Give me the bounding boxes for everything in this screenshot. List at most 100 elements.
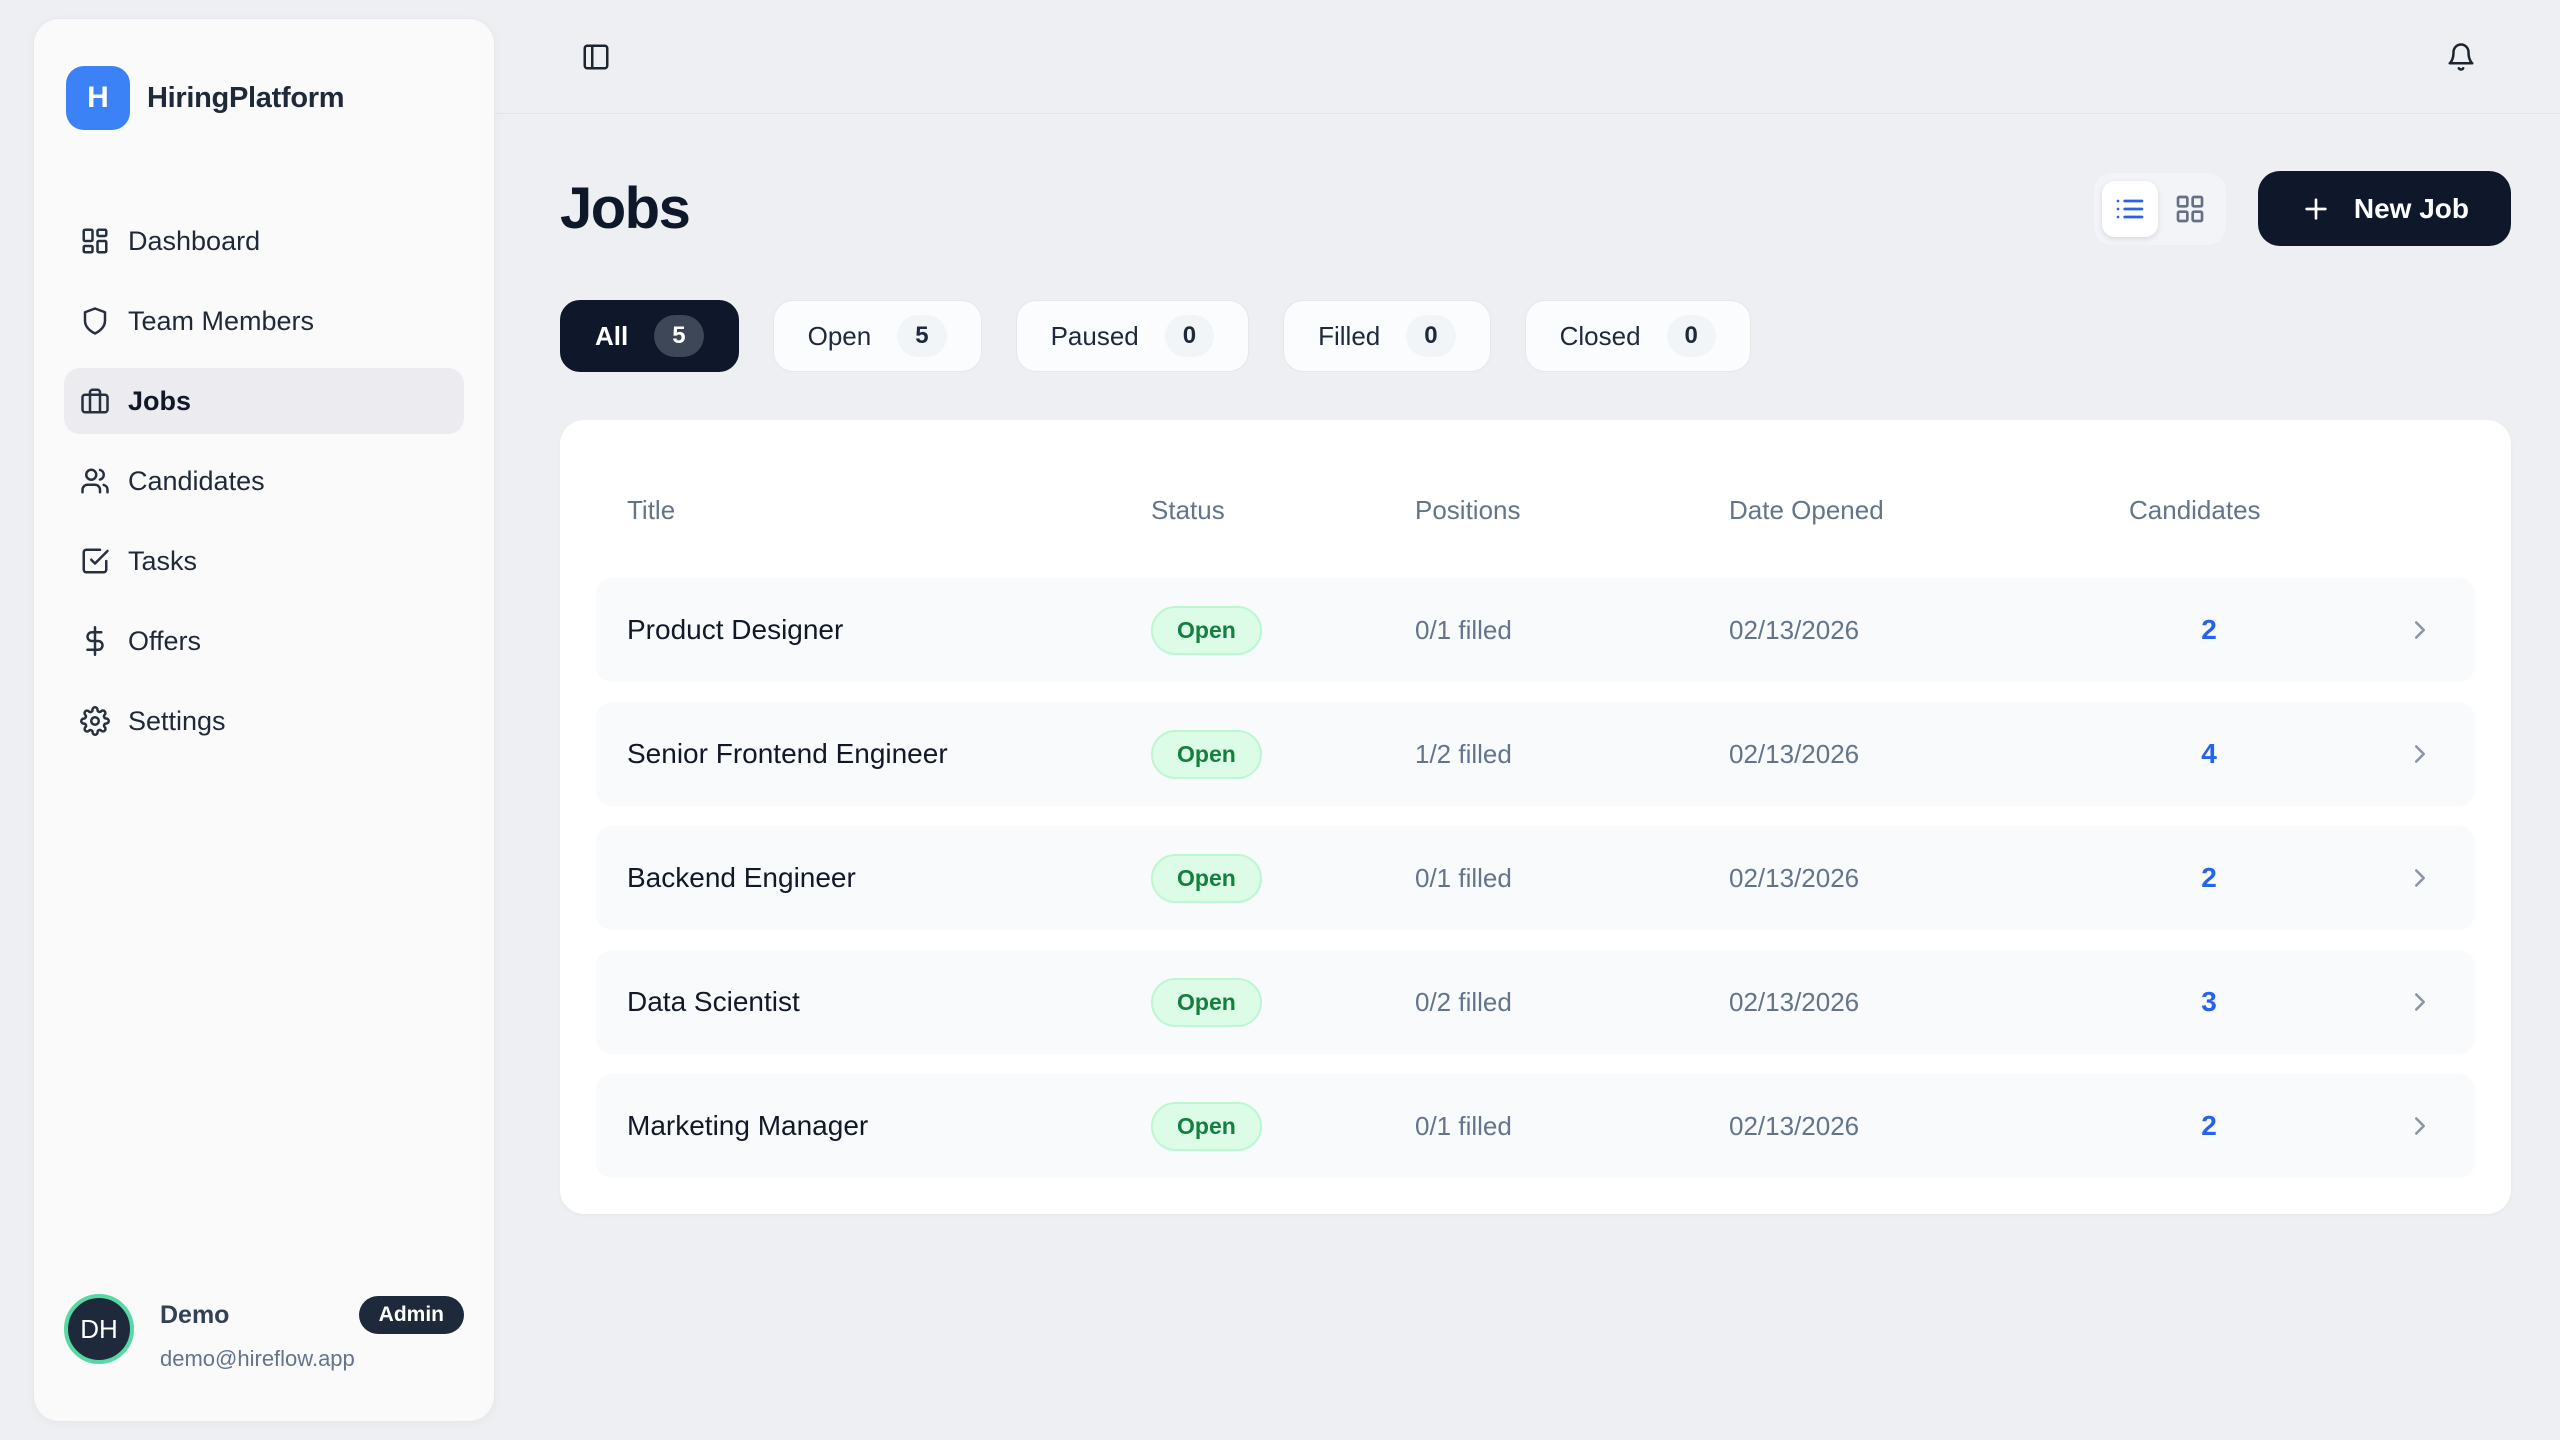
avatar: DH	[64, 1294, 134, 1364]
candidates-count-link[interactable]: 2	[2201, 614, 2217, 645]
table-row[interactable]: Senior Frontend Engineer Open 1/2 filled…	[596, 702, 2475, 806]
filter-label: Paused	[1050, 320, 1139, 351]
sidebar-toggle-button[interactable]	[575, 36, 617, 78]
sidebar-item-label: Tasks	[128, 545, 198, 576]
candidates-count-link[interactable]: 4	[2201, 738, 2217, 769]
user-block[interactable]: DH Demo Admin demo@hireflow.app	[64, 1294, 464, 1372]
column-header-date-opened: Date Opened	[1729, 494, 1884, 525]
sidebar-item-label: Candidates	[128, 465, 265, 496]
filter-label: Filled	[1318, 320, 1381, 351]
table-row[interactable]: Product Designer Open 0/1 filled 02/13/2…	[596, 578, 2475, 682]
status-badge: Open	[1151, 605, 1262, 655]
job-title: Product Designer	[627, 614, 844, 645]
notifications-button[interactable]	[2440, 36, 2482, 78]
filter-label: Closed	[1559, 320, 1641, 351]
status-badge: Open	[1151, 1101, 1262, 1151]
positions-cell: 0/2 filled	[1415, 986, 1512, 1017]
table-header: Title Status Positions Date Opened Candi…	[596, 456, 2475, 578]
date-opened-cell: 02/13/2026	[1729, 1110, 1860, 1141]
page-title: Jobs	[560, 176, 691, 241]
sidebar-nav: Dashboard Team Members Jobs Candidates T…	[64, 208, 464, 754]
gear-icon	[80, 706, 110, 736]
chevron-right-icon[interactable]	[2405, 863, 2435, 893]
brand: H HiringPlatform	[64, 66, 464, 130]
table-row[interactable]: Backend Engineer Open 0/1 filled 02/13/2…	[596, 826, 2475, 930]
sidebar-item-jobs[interactable]: Jobs	[64, 368, 464, 434]
date-opened-cell: 02/13/2026	[1729, 986, 1860, 1017]
filter-label: All	[595, 320, 629, 351]
chevron-right-icon[interactable]	[2405, 615, 2435, 645]
filter-count-badge: 5	[897, 315, 947, 357]
column-header-title: Title	[627, 494, 676, 525]
table-row[interactable]: Marketing Manager Open 0/1 filled 02/13/…	[596, 1074, 2475, 1178]
job-title: Marketing Manager	[627, 1110, 869, 1141]
sidebar-item-label: Dashboard	[128, 225, 261, 256]
status-badge: Open	[1151, 729, 1262, 779]
filter-tab-all[interactable]: All 5	[560, 300, 739, 372]
positions-cell: 0/1 filled	[1415, 614, 1512, 645]
candidates-count-link[interactable]: 2	[2201, 862, 2217, 893]
date-opened-cell: 02/13/2026	[1729, 862, 1860, 893]
sidebar-item-settings[interactable]: Settings	[64, 688, 464, 754]
job-title: Senior Frontend Engineer	[627, 738, 948, 769]
positions-cell: 0/1 filled	[1415, 862, 1512, 893]
panel-left-icon	[583, 44, 609, 69]
sidebar: H HiringPlatform Dashboard Team Members …	[33, 18, 495, 1422]
job-title: Backend Engineer	[627, 862, 856, 893]
user-email: demo@hireflow.app	[160, 1346, 355, 1371]
grid-view-button[interactable]	[2162, 181, 2218, 237]
sidebar-item-offers[interactable]: Offers	[64, 608, 464, 674]
user-name: Demo	[160, 1300, 230, 1329]
filter-count-badge: 0	[1164, 315, 1215, 357]
chevron-right-icon[interactable]	[2405, 739, 2435, 769]
shield-icon	[83, 307, 107, 335]
column-header-positions: Positions	[1415, 494, 1521, 525]
candidates-count-link[interactable]: 2	[2201, 1110, 2217, 1141]
dollar-icon	[86, 626, 104, 656]
bell-icon	[2448, 42, 2474, 71]
filter-count-badge: 5	[654, 315, 704, 357]
filter-label: Open	[807, 320, 872, 351]
filter-tab-closed[interactable]: Closed 0	[1524, 300, 1751, 372]
column-header-candidates: Candidates	[2129, 494, 2261, 525]
date-opened-cell: 02/13/2026	[1729, 738, 1860, 769]
status-badge: Open	[1151, 853, 1262, 903]
date-opened-cell: 02/13/2026	[1729, 614, 1860, 645]
status-badge: Open	[1151, 977, 1262, 1027]
topbar	[495, 0, 2560, 114]
main-area: Jobs New Job All 5	[495, 0, 2560, 1440]
dashboard-icon	[82, 228, 108, 254]
positions-cell: 1/2 filled	[1415, 738, 1512, 769]
sidebar-item-dashboard[interactable]: Dashboard	[64, 208, 464, 274]
list-view-button[interactable]	[2101, 180, 2158, 237]
users-icon	[81, 468, 109, 494]
filter-count-badge: 0	[1666, 315, 1716, 357]
tasks-icon	[82, 548, 109, 574]
job-title: Data Scientist	[627, 986, 800, 1017]
table-row[interactable]: Data Scientist Open 0/2 filled 02/13/202…	[596, 950, 2475, 1054]
list-icon	[2116, 199, 2144, 218]
sidebar-item-label: Settings	[128, 705, 226, 736]
sidebar-item-tasks[interactable]: Tasks	[64, 528, 464, 594]
filter-tab-paused[interactable]: Paused 0	[1015, 300, 1250, 372]
grid-icon	[2176, 195, 2204, 222]
content: Jobs New Job All 5	[495, 114, 2560, 1214]
filter-tab-open[interactable]: Open 5	[772, 300, 982, 372]
sidebar-item-label: Team Members	[128, 305, 315, 336]
sidebar-item-candidates[interactable]: Candidates	[64, 448, 464, 514]
filter-tab-filled[interactable]: Filled 0	[1283, 300, 1491, 372]
new-job-label: New Job	[2353, 192, 2469, 224]
jobs-table-card: Title Status Positions Date Opened Candi…	[560, 420, 2511, 1214]
filter-count-badge: 0	[1406, 315, 1456, 357]
role-badge: Admin	[358, 1296, 464, 1334]
sidebar-item-team-members[interactable]: Team Members	[64, 288, 464, 354]
sidebar-item-label: Jobs	[128, 385, 192, 416]
chevron-right-icon[interactable]	[2405, 987, 2435, 1017]
view-toggle	[2093, 172, 2226, 245]
column-header-status: Status	[1151, 494, 1225, 525]
new-job-button[interactable]: New Job	[2257, 171, 2511, 246]
candidates-count-link[interactable]: 3	[2201, 986, 2217, 1017]
chevron-right-icon[interactable]	[2405, 1111, 2435, 1141]
sidebar-item-label: Offers	[128, 625, 202, 656]
briefcase-icon	[81, 388, 109, 414]
